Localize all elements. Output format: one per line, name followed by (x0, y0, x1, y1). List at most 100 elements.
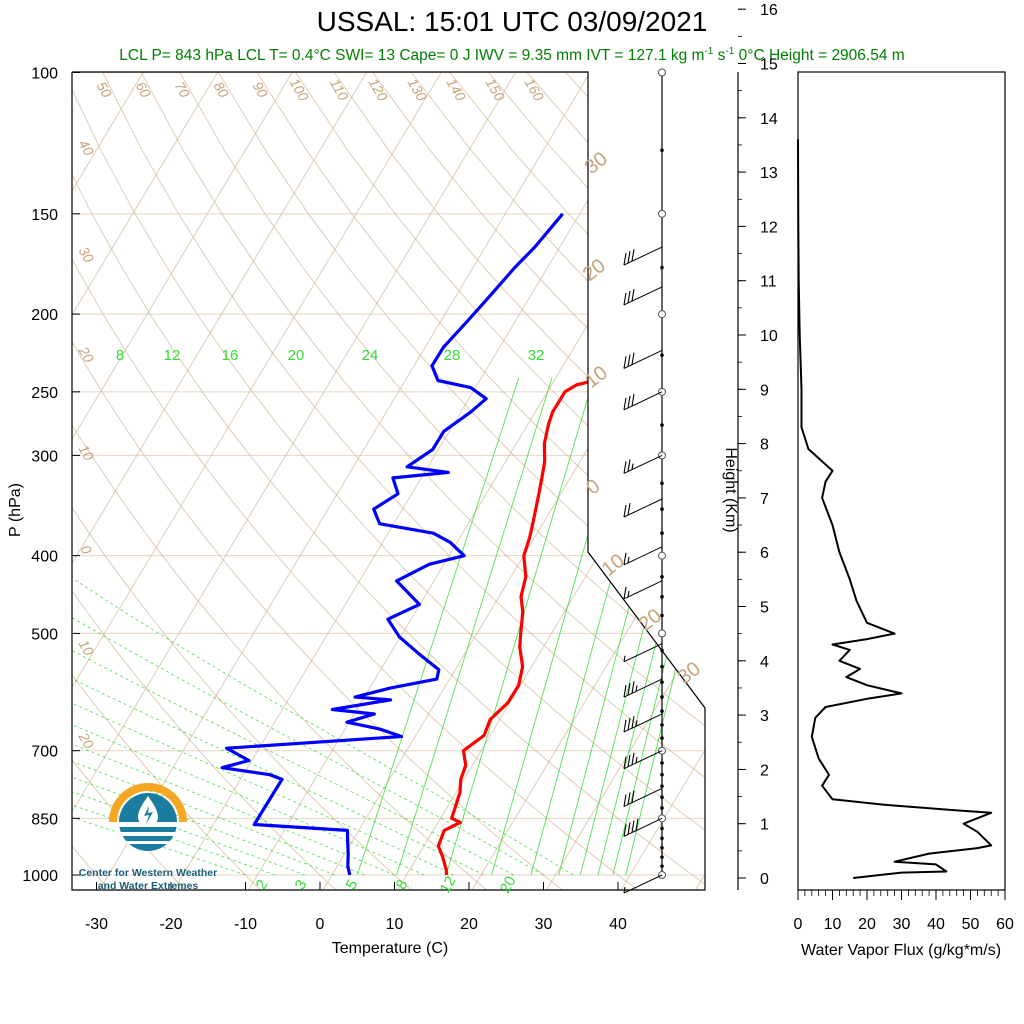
wind-barb-feather (631, 393, 635, 407)
wind-level-dot (660, 736, 664, 740)
wind-barb-feather (623, 356, 627, 369)
isotherm-label: 30 (581, 148, 612, 179)
dry-adiabat-line (179, 72, 705, 890)
temperature-tick-label: 10 (386, 916, 404, 933)
dry-adiabat-label: 140 (444, 75, 470, 103)
isotherm-label: 20 (579, 255, 610, 286)
pressure-tick-label: 200 (31, 307, 58, 324)
dry-adiabat-line (295, 72, 705, 890)
wind-barb-feather (631, 752, 635, 765)
isotherm-line (692, 72, 705, 890)
isotherm-line (468, 72, 705, 890)
dry-adiabat-label: 10 (76, 637, 98, 659)
wind-level-dot (660, 855, 664, 859)
wind-level-dot (660, 680, 664, 684)
dry-adiabat-line (72, 72, 705, 890)
wind-barb-feather (623, 719, 627, 733)
temperature-tick-label: -10 (234, 916, 257, 933)
wind-barb (623, 349, 663, 369)
wind-level-dot (660, 836, 664, 841)
temperature-tick-label: -30 (85, 916, 108, 933)
stats-s: s (713, 47, 726, 65)
pressure-tick-label: 500 (31, 626, 58, 643)
dry-adiabat-label: 40 (76, 137, 98, 159)
mixing-ratio-label: 8 (116, 347, 124, 364)
wind-barb-feather (623, 684, 627, 698)
wind-barb-half-feather (627, 556, 630, 564)
pressure-tick-label: 1000 (22, 868, 58, 885)
stats-exp-1: -1 (704, 46, 714, 57)
wind-barb-feather (627, 503, 631, 516)
wind-barb-half-feather (627, 590, 630, 598)
moist-adiabat-line (72, 555, 455, 876)
stats-text: LCL P= 843 hPa LCL T= 0.4°C SWI= 13 Cape… (119, 47, 705, 65)
wind-level-dot (660, 795, 664, 800)
x-axis-title: Temperature (C) (332, 940, 448, 957)
wind-barb-feather (627, 395, 631, 409)
y-axis-title: P (hPa) (7, 483, 24, 537)
mixing-ratio-line (612, 377, 705, 876)
isotherm-line (617, 72, 705, 890)
isotherm-line (170, 72, 665, 890)
mixing-ratio-label: 20 (288, 347, 305, 364)
mixing-ratio-label-bottom: 12 (437, 873, 460, 896)
wind-barb-feather (627, 822, 631, 835)
wind-level-circle (658, 68, 666, 77)
wind-barb-feather (623, 292, 627, 305)
wind-level-dot (660, 695, 664, 699)
mixing-ratio-label: 16 (222, 347, 239, 364)
wind-barb-feather (627, 290, 631, 304)
pressure-tick-label: 400 (31, 549, 58, 566)
wind-barb-feather (631, 790, 635, 803)
mixing-ratio-label: 28 (444, 347, 461, 364)
dry-adiabat-line (256, 72, 705, 890)
dry-adiabat-line (218, 72, 705, 890)
wind-level-circle (658, 551, 666, 560)
wind-barb-feather (627, 354, 631, 367)
wind-barb (623, 750, 663, 770)
wind-barb-feather (623, 824, 627, 837)
wind-barb-feather (627, 792, 631, 805)
wind-barb-half-feather (623, 886, 626, 894)
temperature-tick-label: 20 (460, 916, 478, 933)
wind-level-dot (660, 507, 664, 511)
wind-barb-half-feather (635, 756, 638, 764)
wind-barb-feather (627, 717, 631, 731)
wind-level-dot (660, 481, 664, 486)
pressure-tick-label: 150 (31, 207, 58, 224)
dry-adiabat-line (488, 72, 705, 890)
wind-barb-feather (631, 289, 635, 302)
wind-level-dot (660, 846, 664, 850)
wind-level-circle (658, 629, 666, 638)
moist-adiabat-line (72, 555, 336, 876)
moist-adiabat-line (72, 555, 514, 876)
wind-barb-feather (631, 820, 635, 833)
wind-barb (623, 546, 663, 566)
wind-barb-half-feather (635, 720, 638, 727)
wind-level-dot (660, 772, 664, 777)
dry-adiabat-label: 90 (250, 79, 272, 101)
wind-barb-feather (623, 504, 627, 518)
isotherm-line (72, 72, 293, 890)
wind-barb-half-feather (635, 685, 638, 692)
wind-level-dot (660, 594, 664, 599)
dry-adiabat-line (526, 72, 705, 890)
chart-title: USSAL: 15:01 UTC 03/09/2021 (316, 6, 708, 37)
wind-level-dot (660, 648, 664, 653)
mixing-ratio-line (558, 377, 690, 876)
wind-barb (623, 391, 663, 411)
wind-barb (623, 246, 663, 266)
dry-adiabat-line (411, 72, 705, 890)
isotherm-label: 30 (674, 658, 705, 689)
wind-level-dot (660, 723, 664, 727)
wind-barb (623, 817, 663, 837)
temperature-tick-label: 30 (535, 916, 553, 933)
stats-exp-2: -1 (725, 46, 735, 57)
isotherm-line (72, 72, 442, 890)
wind-level-dot (660, 148, 664, 153)
dry-adiabat-label: 160 (522, 75, 548, 103)
wind-level-dot (660, 761, 664, 765)
dry-adiabat-label: 50 (94, 79, 116, 101)
wind-barb-feather (623, 461, 627, 474)
dry-adiabat-label: 130 (405, 75, 431, 103)
